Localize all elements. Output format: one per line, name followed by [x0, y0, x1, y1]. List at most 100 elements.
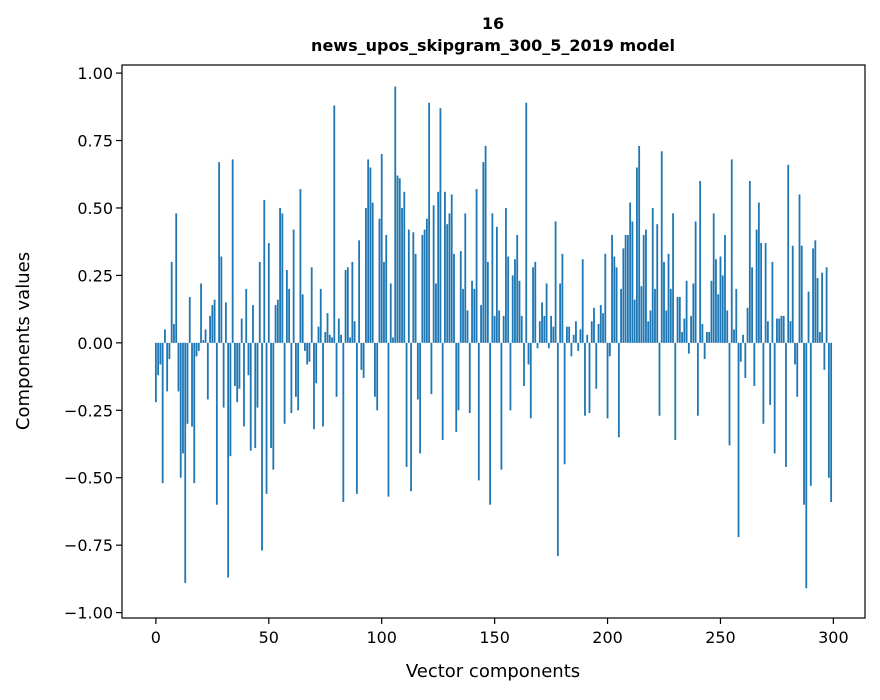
- bar-component-278: [782, 315, 785, 343]
- bar-component-292: [814, 240, 817, 343]
- bar-component-246: [710, 280, 713, 343]
- bar-component-227: [667, 253, 670, 343]
- y-tick-label: −0.25: [64, 401, 113, 420]
- bar-component-159: [514, 259, 516, 343]
- bar-component-184: [570, 342, 573, 357]
- bar-component-187: [577, 342, 580, 351]
- x-tick-label: 200: [592, 628, 623, 647]
- bar-component-90: [358, 240, 361, 343]
- bar-component-125: [437, 191, 440, 343]
- bar-component-19: [197, 342, 200, 351]
- bar-component-291: [812, 248, 814, 343]
- bar-component-25: [211, 305, 214, 343]
- bar-component-10: [177, 342, 180, 392]
- bar-component-216: [642, 234, 645, 343]
- bar-component-87: [351, 261, 354, 343]
- bar-component-207: [622, 248, 625, 343]
- bar-component-110: [403, 191, 406, 343]
- bar-component-242: [701, 323, 704, 343]
- bar-component-224: [660, 151, 663, 343]
- bar-component-191: [586, 334, 589, 343]
- y-tick-label: 1.00: [77, 64, 113, 83]
- bar-component-249: [717, 294, 720, 343]
- y-tick-label: −0.75: [64, 536, 113, 555]
- bar-component-189: [581, 259, 584, 343]
- bar-component-236: [687, 342, 690, 354]
- bar-component-150: [493, 315, 496, 343]
- bar-component-13: [184, 342, 187, 583]
- bar-component-76: [326, 313, 329, 343]
- bar-component-81: [337, 318, 340, 343]
- bar-component-209: [626, 234, 629, 343]
- bar-component-94: [367, 159, 370, 343]
- bar-component-266: [755, 229, 758, 343]
- y-axis-ticks: 1.00 0.75 0.50 0.25 0.00 −0.25 −0.50 −0.75 −1.00: [64, 64, 122, 623]
- bar-component-131: [450, 194, 453, 343]
- bar-component-265: [753, 342, 756, 387]
- bar-component-185: [572, 334, 575, 343]
- bar-component-39: [243, 342, 245, 427]
- bar-component-71: [315, 342, 318, 384]
- bar-component-178: [556, 342, 559, 556]
- bar-component-223: [658, 342, 661, 416]
- bar-component-205: [617, 342, 620, 438]
- x-axis-ticks: 0 50 100 150 200 250 300: [151, 618, 849, 647]
- bar-component-241: [699, 181, 702, 343]
- bar-component-140: [471, 280, 473, 343]
- bar-component-263: [748, 181, 751, 343]
- bar-component-86: [349, 337, 351, 343]
- bar-component-282: [791, 245, 794, 343]
- bar-component-243: [703, 342, 706, 360]
- bar-component-196: [597, 323, 600, 343]
- bar-component-120: [425, 218, 428, 343]
- bar-component-244: [706, 332, 708, 343]
- bar-component-197: [599, 305, 602, 343]
- bar-component-228: [669, 288, 672, 343]
- bar-component-11: [179, 342, 182, 478]
- bar-component-40: [245, 288, 248, 343]
- bar-component-84: [344, 270, 347, 343]
- bar-component-119: [423, 229, 426, 343]
- bar-component-58: [285, 270, 288, 343]
- bar-component-101: [383, 261, 385, 343]
- bar-component-155: [505, 207, 507, 343]
- bar-component-231: [676, 296, 679, 343]
- chart-title-line-1: 16: [482, 14, 504, 33]
- bar-component-118: [421, 234, 424, 343]
- bar-component-117: [419, 342, 422, 454]
- bar-component-146: [484, 145, 487, 343]
- bar-component-137: [464, 213, 467, 343]
- bar-component-0: [154, 342, 157, 403]
- bar-component-198: [602, 313, 604, 343]
- bar-component-49: [265, 342, 268, 494]
- bar-component-199: [604, 253, 607, 343]
- bar-component-194: [593, 307, 595, 343]
- bar-component-14: [186, 342, 189, 424]
- bar-component-57: [283, 342, 286, 424]
- bar-component-211: [631, 221, 634, 343]
- bar-component-171: [541, 302, 543, 343]
- bar-component-252: [724, 234, 726, 343]
- bar-component-247: [712, 213, 715, 343]
- bar-component-3: [161, 342, 164, 484]
- bar-component-31: [224, 302, 227, 343]
- bar-component-106: [394, 86, 397, 343]
- bar-component-126: [439, 108, 442, 343]
- bar-component-277: [780, 315, 783, 343]
- bar-component-201: [608, 342, 611, 357]
- bar-component-15: [188, 296, 191, 343]
- bar-component-154: [502, 315, 505, 343]
- bar-component-188: [579, 329, 582, 343]
- bar-component-162: [520, 315, 523, 343]
- bar-component-220: [651, 207, 654, 343]
- bar-component-208: [624, 234, 627, 343]
- bar-component-53: [274, 305, 277, 343]
- bar-component-168: [534, 261, 537, 343]
- bar-component-294: [818, 332, 821, 343]
- bar-component-2: [159, 342, 162, 365]
- bar-component-102: [385, 234, 388, 343]
- bar-component-5: [166, 342, 169, 392]
- bar-component-270: [764, 243, 767, 343]
- bar-component-22: [204, 329, 207, 343]
- bar-component-67: [306, 342, 309, 365]
